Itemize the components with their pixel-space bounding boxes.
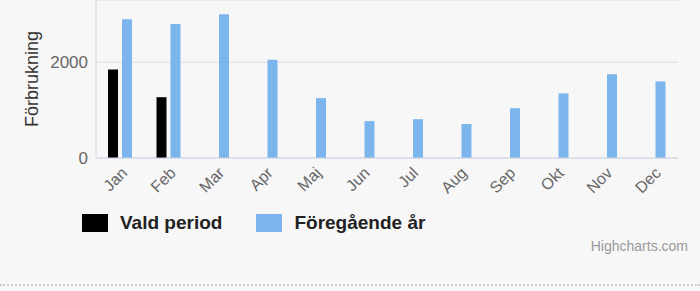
- html-text:Föregående år: Föregående år: [294, 212, 426, 233]
- svg-text:Jul: Jul: [395, 164, 421, 190]
- svg-text:Dec: Dec: [632, 164, 664, 196]
- svg-text:Aug: Aug: [438, 164, 470, 196]
- svg-text:Maj: Maj: [294, 164, 324, 194]
- svg-text:0: 0: [79, 149, 88, 168]
- svg-text:Nov: Nov: [583, 164, 615, 196]
- svg-text:Sep: Sep: [486, 164, 518, 196]
- svg-text:Jun: Jun: [343, 164, 373, 194]
- svg-text:Förbrukning: Förbrukning: [22, 31, 42, 127]
- svg-text:Mar: Mar: [196, 164, 228, 196]
- svg-text:Okt: Okt: [537, 164, 567, 194]
- svg-text:Feb: Feb: [147, 164, 179, 196]
- svg-text:Apr: Apr: [246, 164, 276, 194]
- svg-text:2000: 2000: [50, 53, 88, 72]
- html-text:Vald period: Vald period: [120, 212, 223, 233]
- svg-text:Jan: Jan: [100, 164, 130, 194]
- html-text:Highcharts.com: Highcharts.com: [590, 238, 688, 254]
